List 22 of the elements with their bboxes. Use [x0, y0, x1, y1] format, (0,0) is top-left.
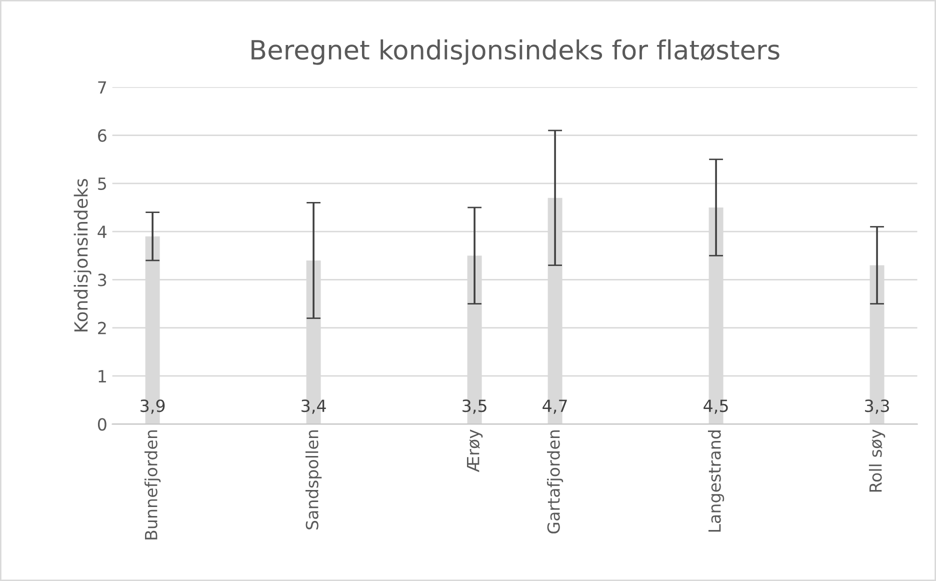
y-tick-label: 7 — [98, 81, 106, 94]
y-tick-label: 4 — [98, 226, 107, 238]
x-tick-label: Langestrand — [708, 430, 724, 532]
x-tick-label: Roll søy — [868, 429, 886, 492]
data-label: 3,5 — [462, 400, 486, 414]
y-tick-label: 3 — [98, 274, 106, 286]
y-tick-label: 0 — [98, 418, 106, 431]
y-tick-label: 2 — [98, 322, 106, 334]
data-label: 4,7 — [542, 400, 567, 414]
data-label: 3,9 — [140, 400, 165, 414]
data-label: 3,4 — [302, 400, 326, 414]
data-label: 4,5 — [704, 400, 728, 414]
chart-title: Beregnet kondisjonsindeks for flatøsters — [252, 39, 780, 65]
y-tick-label: 5 — [98, 178, 106, 190]
y-axis-title: Kondisjonsindeks — [74, 178, 92, 332]
x-tick-label: Gartafjorden — [546, 430, 564, 534]
x-tick-label: Ærøy — [467, 429, 483, 472]
x-tick-label: Bunnefjorden — [144, 430, 161, 540]
y-tick-label: 1 — [98, 370, 106, 382]
x-tick-label: Sandspollen — [305, 430, 322, 530]
y-tick-label: 6 — [98, 129, 106, 142]
data-label: 3,3 — [865, 400, 889, 414]
